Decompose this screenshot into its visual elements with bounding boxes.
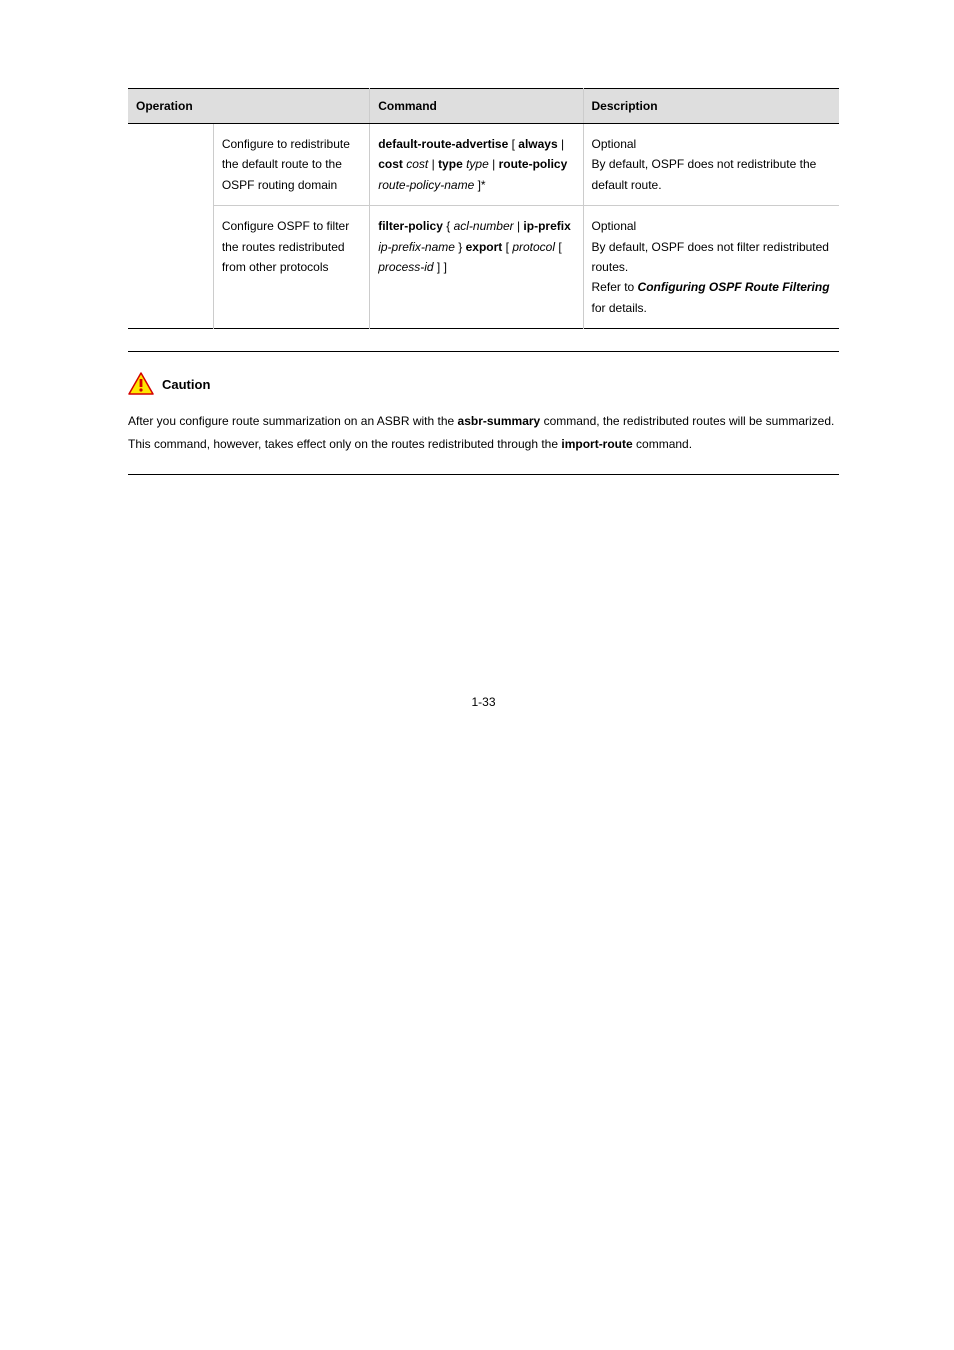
col-description: Description [583, 89, 839, 124]
config-table: Operation Command Description Configure … [128, 88, 839, 329]
cell-operation: Configure OSPF to filter the routes redi… [213, 206, 369, 329]
cell-description: OptionalBy default, OSPF does not redist… [583, 124, 839, 206]
cell-empty [128, 124, 213, 329]
caution-icon [128, 372, 154, 396]
table-row: Configure to redistribute the default ro… [128, 124, 839, 206]
cell-description: OptionalBy default, OSPF does not filter… [583, 206, 839, 329]
caution-block: Caution After you configure route summar… [128, 351, 839, 475]
col-command: Command [370, 89, 583, 124]
page-number: 1-33 [128, 695, 839, 709]
cell-command: filter-policy { acl-number | ip-prefix i… [370, 206, 583, 329]
caution-body: After you configure route summarization … [128, 410, 839, 456]
col-operation: Operation [128, 89, 370, 124]
cell-command: default-route-advertise [ always | cost … [370, 124, 583, 206]
caution-label: Caution [162, 377, 210, 392]
cell-operation: Configure to redistribute the default ro… [213, 124, 369, 206]
table-row: Configure OSPF to filter the routes redi… [128, 206, 839, 329]
